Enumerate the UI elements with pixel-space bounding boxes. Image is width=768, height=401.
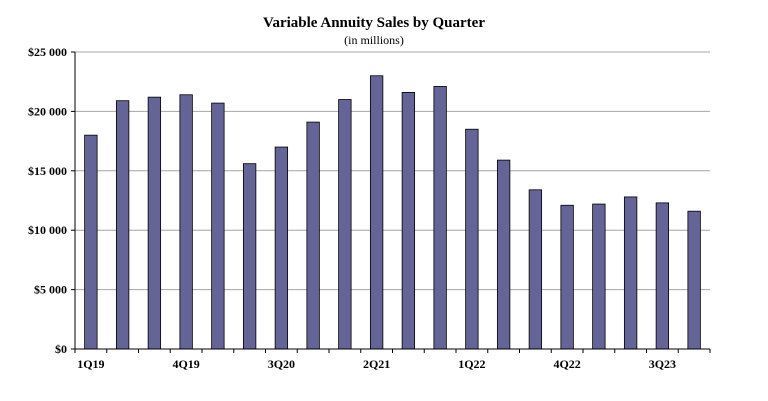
bar-3Q19 [147, 96, 162, 350]
bar-1Q21 [338, 99, 352, 350]
y-tick-label: $15 000 [28, 164, 67, 178]
bar-3Q23 [655, 202, 670, 350]
bar-4Q20 [306, 121, 320, 350]
y-tick-label: $0 [55, 342, 67, 356]
x-axis-ticks: 1Q19 4Q19 3Q20 2Q21 1Q22 4Q22 3Q23 [74, 349, 711, 371]
bar-1Q23 [592, 203, 606, 350]
bar-2Q19 [115, 100, 130, 350]
x-tick-label: 3Q20 [268, 357, 295, 371]
bar-3Q21 [401, 91, 416, 350]
bar-1Q22 [465, 128, 479, 350]
y-tick-label: $25 000 [28, 45, 67, 59]
x-tick-label: 2Q21 [363, 357, 390, 371]
bar-2Q21 [369, 75, 384, 350]
bar-4Q19 [179, 94, 193, 350]
y-axis-ticks: $0 $5 000 $10 000 $15 000 $20 000 $25 000 [28, 45, 75, 356]
bars [84, 75, 701, 350]
y-tick-label: $10 000 [28, 223, 67, 237]
bar-3Q20 [274, 146, 289, 350]
bar-2Q22 [496, 159, 511, 350]
gridlines [75, 51, 710, 291]
x-tick-label: 4Q19 [172, 357, 199, 371]
chart-title: Variable Annuity Sales by Quarter [263, 15, 485, 31]
x-tick-label: 3Q23 [649, 357, 676, 371]
x-tick-label: 4Q22 [553, 357, 580, 371]
y-tick-label: $5 000 [34, 283, 67, 297]
chart-subtitle: (in millions) [344, 33, 404, 47]
bar-2Q23 [623, 196, 638, 350]
bar-1Q20 [211, 102, 225, 350]
bar-3Q22 [528, 189, 543, 350]
x-tick-label: 1Q22 [458, 357, 485, 371]
y-tick-label: $20 000 [28, 104, 67, 118]
bar-4Q23 [687, 210, 701, 350]
x-tick-label: 1Q19 [77, 357, 104, 371]
bar-2Q20 [242, 163, 257, 350]
bar-4Q21 [433, 86, 447, 350]
bar-1Q19 [84, 134, 98, 350]
bar-4Q22 [560, 204, 574, 350]
